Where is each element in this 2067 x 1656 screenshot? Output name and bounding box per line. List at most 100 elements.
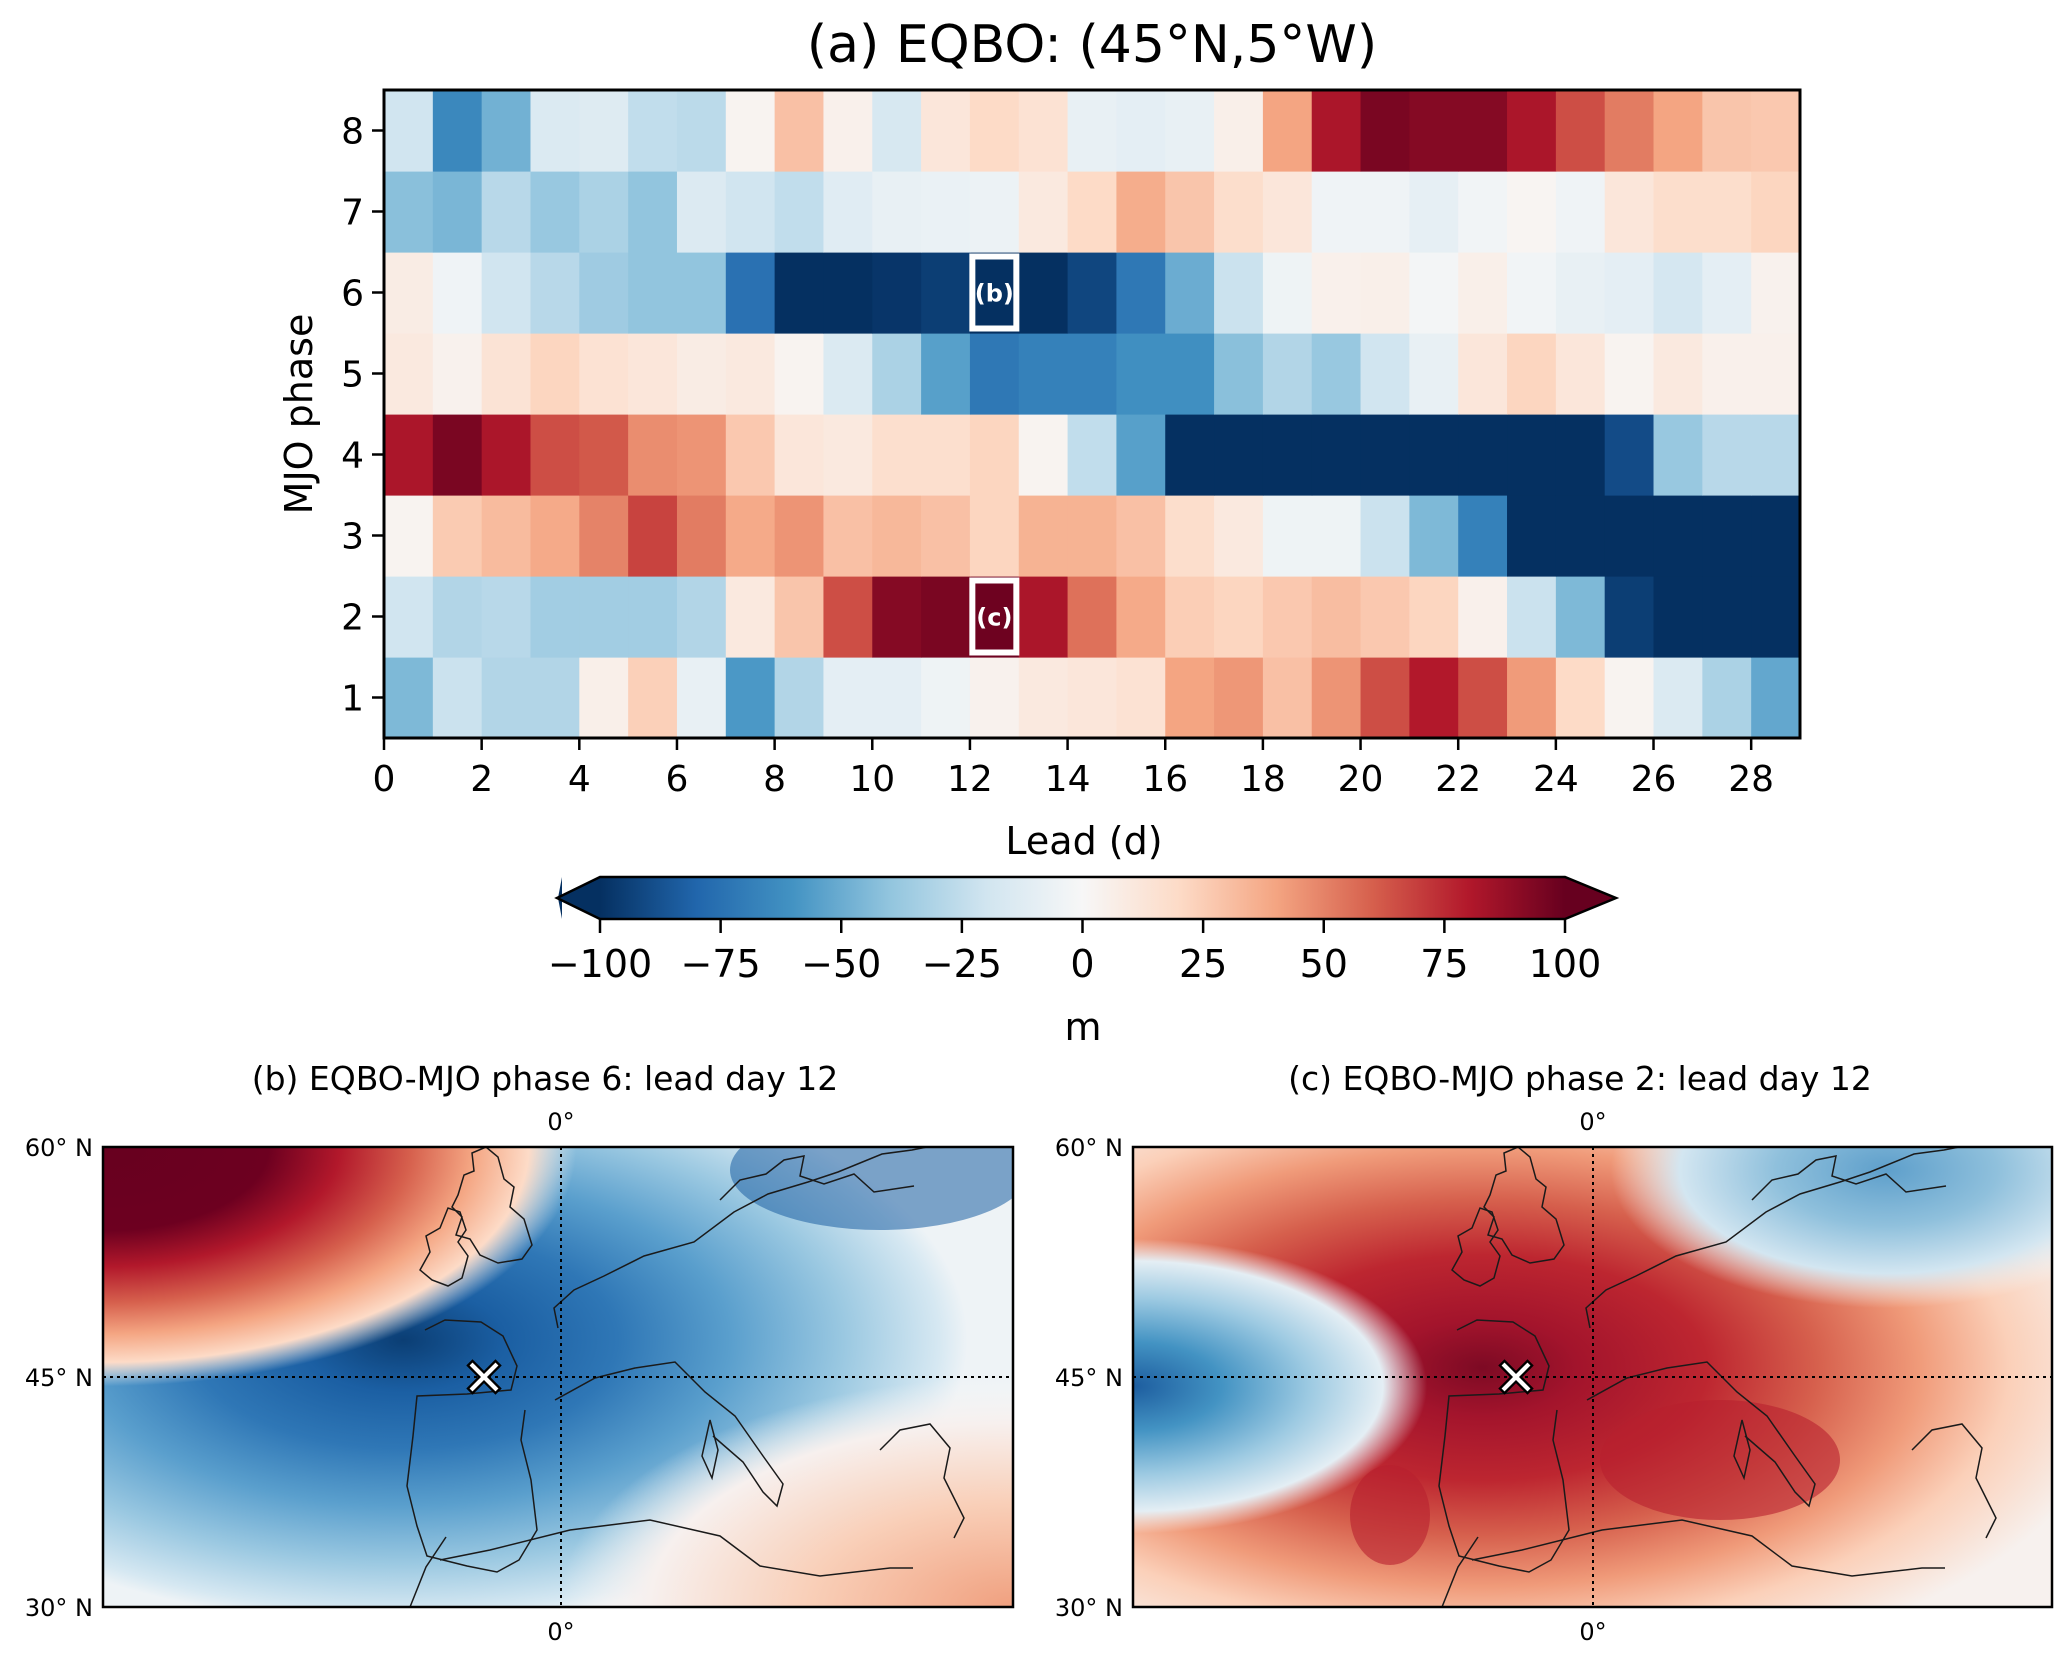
heatmap-cell-phase4-lead27: [1702, 414, 1752, 496]
heatmap-cell-phase3-lead18: [1262, 495, 1313, 577]
heatmap-cell-phase4-lead0: [384, 414, 434, 496]
heatmap-cell-phase6-lead3: [530, 252, 580, 334]
map-b-title: (b) EQBO-MJO phase 6: lead day 12: [252, 1059, 839, 1098]
heatmap-cell-phase7-lead0: [384, 171, 434, 253]
heatmap-cell-phase5-lead25: [1604, 333, 1655, 415]
x-tick-label: 2: [470, 759, 493, 800]
heatmap-cell-phase1-lead7: [725, 657, 776, 739]
heatmap-cell-phase8-lead3: [530, 90, 580, 172]
heatmap-cell-phase7-lead2: [481, 171, 532, 253]
heatmap-cell-phase6-lead10: [872, 252, 922, 334]
annotation-box-b: [969, 253, 1020, 332]
heatmap-cell-phase3-lead9: [823, 495, 873, 577]
x-tick-label: 6: [666, 759, 689, 800]
heatmap-cell-phase4-lead5: [628, 414, 678, 496]
heatmap-cell-phase1-lead20: [1360, 657, 1410, 739]
heatmap-cell-phase5-lead7: [725, 333, 776, 415]
heatmap-cell-phase4-lead6: [676, 414, 727, 496]
heatmap-cell-phase1-lead19: [1311, 657, 1362, 739]
heatmap-cell-phase8-lead11: [921, 90, 971, 172]
heatmap-cell-phase3-lead11: [921, 495, 971, 577]
map-b-lon-top: 0°: [547, 1108, 574, 1136]
heatmap-cell-phase6-lead28: [1751, 252, 1801, 334]
heatmap-cell-phase7-lead20: [1360, 171, 1410, 253]
map-b-field: [103, 1147, 1013, 1607]
heatmap-cell-phase2-lead19: [1311, 576, 1362, 658]
x-tick-label: 18: [1240, 759, 1286, 800]
y-tick-label: 5: [341, 355, 364, 396]
heatmap-cell-phase6-lead2: [481, 252, 532, 334]
heatmap-cell-phase7-lead13: [1018, 171, 1069, 253]
heatmap-cell-phase7-lead10: [872, 171, 922, 253]
heatmap-cell-phase3-lead0: [384, 495, 434, 577]
heatmap-cell-phase7-lead18: [1262, 171, 1313, 253]
heatmap-cell-phase8-lead20: [1360, 90, 1410, 172]
heatmap-cell-phase7-lead7: [725, 171, 776, 253]
map-c-lat-60: 60° N: [1055, 1134, 1123, 1162]
heatmap-cell-phase4-lead18: [1262, 414, 1313, 496]
heatmap-cell-phase3-lead20: [1360, 495, 1410, 577]
x-tick-label: 28: [1728, 759, 1774, 800]
x-tick-label: 24: [1533, 759, 1579, 800]
colorbar: −100 −75 −50 −25 0 25 50 75 100 m: [548, 875, 1620, 1049]
heatmap-cell-phase4-lead15: [1116, 414, 1166, 496]
heatmap-cell-phase2-lead18: [1262, 576, 1313, 658]
heatmap-cell-phase6-lead14: [1067, 252, 1118, 334]
heatmap-cell-phase1-lead13: [1018, 657, 1069, 739]
heatmap-cell-phase2-lead15: [1116, 576, 1166, 658]
heatmap-cell-phase8-lead1: [432, 90, 483, 172]
heatmap-cell-phase8-lead27: [1702, 90, 1752, 172]
heatmap-cell-phase5-lead5: [628, 333, 678, 415]
heatmap-cell-phase3-lead2: [481, 495, 532, 577]
heatmap-cell-phase4-lead7: [725, 414, 776, 496]
heatmap-cell-phase2-lead24: [1555, 576, 1606, 658]
colorbar-tick-label: 75: [1420, 942, 1468, 986]
heatmap-cell-phase3-lead22: [1458, 495, 1508, 577]
heatmap-cell-phase5-lead11: [921, 333, 971, 415]
heatmap-cell-phase2-lead4: [579, 576, 629, 658]
heatmap-cell-phase8-lead5: [628, 90, 678, 172]
y-tick-label: 6: [341, 274, 364, 315]
colorbar-body: [600, 877, 1565, 919]
heatmap-cell-phase5-lead22: [1458, 333, 1508, 415]
heatmap-cell-phase7-lead1: [432, 171, 483, 253]
heatmap-cell-phase2-lead8: [774, 576, 825, 658]
heatmap-cell-phase8-lead18: [1262, 90, 1313, 172]
heatmap-cell-phase2-lead10: [872, 576, 922, 658]
heatmap-cell-phase2-lead22: [1458, 576, 1508, 658]
x-tick-label: 14: [1045, 759, 1091, 800]
heatmap-cell-phase6-lead27: [1702, 252, 1752, 334]
heatmap-cell-phase4-lead17: [1214, 414, 1264, 496]
colorbar-extend-min: [557, 877, 600, 919]
heatmap-cell-phase8-lead25: [1604, 90, 1655, 172]
heatmap-cell-phase7-lead12: [969, 171, 1020, 253]
heatmap-cell-phase6-lead20: [1360, 252, 1410, 334]
heatmap-cell-phase6-lead4: [579, 252, 629, 334]
heatmap-cell-phase1-lead8: [774, 657, 825, 739]
heatmap-cell-phase7-lead5: [628, 171, 678, 253]
colorbar-tick-label: 0: [1070, 942, 1094, 986]
heatmap-cell-phase7-lead25: [1604, 171, 1655, 253]
heatmap-cell-phase6-lead24: [1555, 252, 1606, 334]
heatmap-cell-phase3-lead13: [1018, 495, 1069, 577]
heatmap-cell-phase6-lead5: [628, 252, 678, 334]
heatmap-cell-phase4-lead14: [1067, 414, 1118, 496]
heatmap-cell-phase7-lead19: [1311, 171, 1362, 253]
y-tick-label: 2: [341, 598, 364, 639]
heatmap-cell-phase7-lead16: [1165, 171, 1215, 253]
heatmap-cell-phase5-lead10: [872, 333, 922, 415]
map-c-coastlines: [1438, 1147, 1997, 1607]
heatmap-cell-phase6-lead26: [1653, 252, 1703, 334]
heatmap-cell-phase5-lead0: [384, 333, 434, 415]
heatmap-cell-phase1-lead16: [1165, 657, 1215, 739]
x-tick-label: 0: [373, 759, 396, 800]
heatmap-cell-phase1-lead26: [1653, 657, 1703, 739]
heatmap-cell-phase1-lead10: [872, 657, 922, 739]
heatmap-cell-phase6-lead15: [1116, 252, 1166, 334]
heatmap-cell-phase2-lead21: [1409, 576, 1459, 658]
heatmap-cell-phase4-lead2: [481, 414, 532, 496]
heatmap-cell-phase4-lead4: [579, 414, 629, 496]
heatmap-cell-phase2-lead27: [1702, 576, 1752, 658]
colorbar-tick-label: 25: [1179, 942, 1227, 986]
